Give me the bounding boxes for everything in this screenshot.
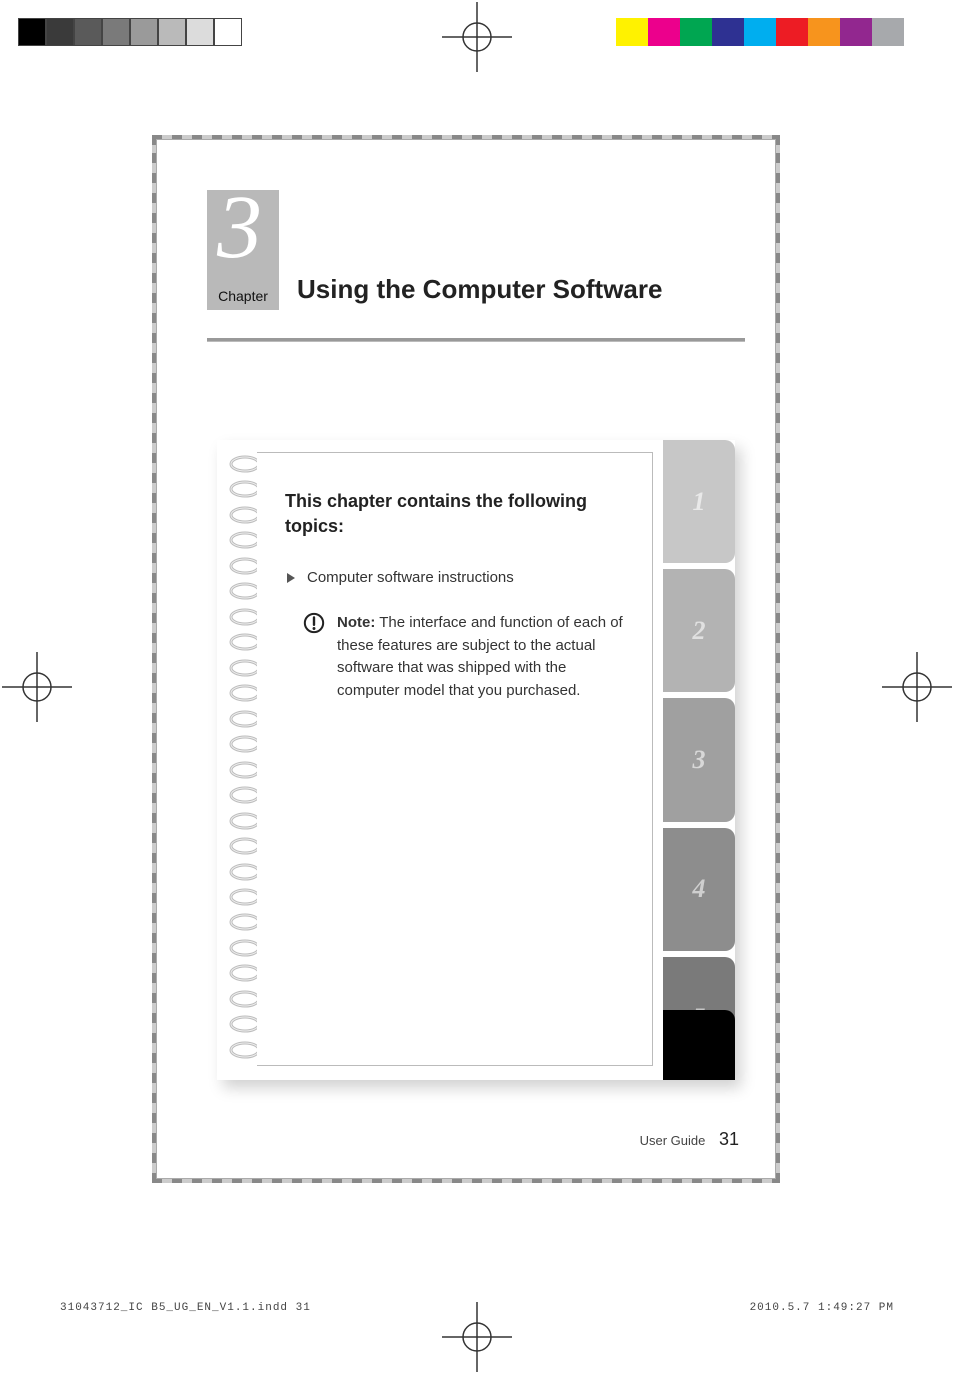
page-number: 31 — [719, 1129, 739, 1149]
spiral-ring-icon — [221, 556, 261, 576]
chapter-tab-3: 3 — [663, 698, 735, 821]
note-body: The interface and function of each of th… — [337, 614, 623, 699]
topic-text: Computer software instructions — [307, 569, 514, 586]
spiral-ring-icon — [221, 1040, 261, 1060]
page-footer: User Guide 31 — [640, 1129, 739, 1150]
chapter-badge: 3 Chapter — [207, 190, 279, 310]
color-swatch — [648, 18, 680, 46]
spiral-ring-icon — [221, 811, 261, 831]
color-swatch — [840, 18, 872, 46]
spiral-ring-icon — [221, 1014, 261, 1034]
spiral-ring-icon — [221, 963, 261, 983]
chevron-right-icon — [285, 572, 297, 584]
registration-mark-icon — [2, 652, 72, 722]
registration-mark-icon — [442, 2, 512, 72]
spiral-ring-icon — [221, 938, 261, 958]
side-tabs: 12345 — [663, 440, 735, 1080]
color-swatch — [776, 18, 808, 46]
chapter-tab-2: 2 — [663, 569, 735, 692]
topic-item: Computer software instructions — [285, 569, 628, 586]
color-swatch — [744, 18, 776, 46]
color-swatch — [904, 18, 936, 46]
spiral-ring-icon — [221, 581, 261, 601]
color-swatch — [712, 18, 744, 46]
gray-swatch — [18, 18, 46, 46]
page-content: 3 Chapter Using the Computer Software Th… — [156, 139, 776, 1179]
spiral-ring-icon — [221, 632, 261, 652]
chapter-title: Using the Computer Software — [207, 274, 727, 305]
card-content: This chapter contains the following topi… — [257, 452, 653, 1066]
gray-swatch — [186, 18, 214, 46]
tab-end-block — [663, 1010, 735, 1080]
spiral-ring-icon — [221, 760, 261, 780]
spiral-ring-icon — [221, 658, 261, 678]
print-metadata: 31043712_IC B5_UG_EN_V1.1.indd 31 2010.5… — [60, 1302, 894, 1314]
color-swatch — [616, 18, 648, 46]
gray-swatch — [214, 18, 242, 46]
chapter-tab-1: 1 — [663, 440, 735, 563]
note-label: Note: — [337, 614, 375, 631]
spiral-ring-icon — [221, 912, 261, 932]
spiral-ring-icon — [221, 989, 261, 1009]
spiral-ring-icon — [221, 454, 261, 474]
gray-swatch — [130, 18, 158, 46]
print-timestamp: 2010.5.7 1:49:27 PM — [750, 1302, 894, 1314]
spiral-ring-icon — [221, 505, 261, 525]
topics-card: This chapter contains the following topi… — [217, 440, 735, 1080]
print-filename: 31043712_IC B5_UG_EN_V1.1.indd 31 — [60, 1302, 311, 1314]
spiral-ring-icon — [221, 836, 261, 856]
page-frame: 3 Chapter Using the Computer Software Th… — [142, 125, 790, 1193]
color-swatch — [808, 18, 840, 46]
color-squares — [616, 18, 936, 46]
chapter-number: 3 — [217, 176, 262, 279]
color-swatch — [680, 18, 712, 46]
grayscale-squares — [18, 18, 242, 46]
spiral-ring-icon — [221, 785, 261, 805]
gray-swatch — [102, 18, 130, 46]
gray-swatch — [158, 18, 186, 46]
chapter-label: Chapter — [207, 288, 279, 304]
registration-mark-icon — [882, 652, 952, 722]
spiral-ring-icon — [221, 607, 261, 627]
spiral-ring-icon — [221, 683, 261, 703]
spiral-ring-icon — [221, 709, 261, 729]
divider — [207, 338, 745, 342]
spiral-ring-icon — [221, 479, 261, 499]
spiral-ring-icon — [221, 530, 261, 550]
attention-icon — [303, 612, 325, 634]
color-swatch — [872, 18, 904, 46]
gray-swatch — [46, 18, 74, 46]
spiral-ring-icon — [221, 734, 261, 754]
note-text: Note: The interface and function of each… — [337, 612, 628, 702]
spiral-ring-icon — [221, 887, 261, 907]
footer-label: User Guide — [640, 1133, 706, 1148]
note-block: Note: The interface and function of each… — [285, 612, 628, 702]
gray-swatch — [74, 18, 102, 46]
chapter-tab-4: 4 — [663, 828, 735, 951]
card-heading: This chapter contains the following topi… — [285, 489, 628, 539]
chapter-header: 3 Chapter Using the Computer Software — [207, 190, 727, 310]
spiral-ring-icon — [221, 862, 261, 882]
